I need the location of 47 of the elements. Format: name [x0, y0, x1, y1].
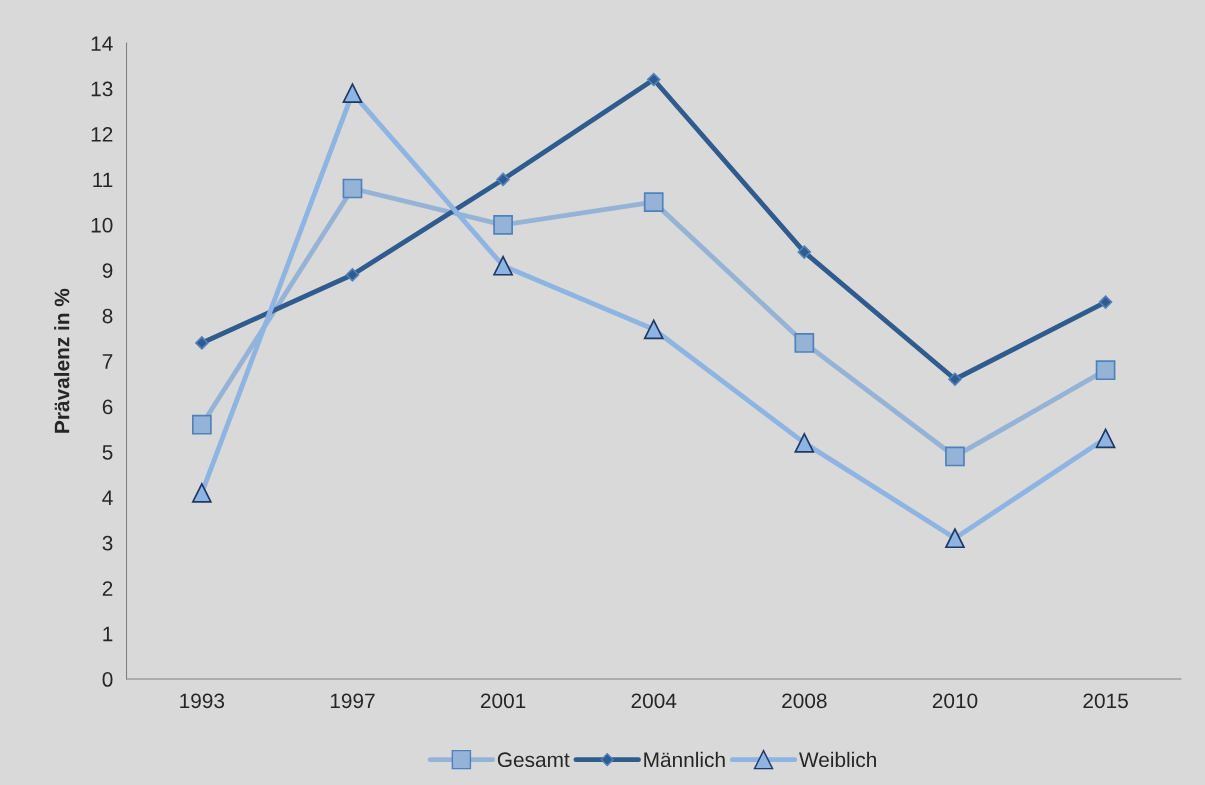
- y-axis-title: Prävalenz in %: [54, 288, 70, 433]
- x-tick-label: 2015: [1083, 693, 1128, 709]
- point: [794, 333, 815, 353]
- y-tick-label: 0: [102, 672, 113, 687]
- x-tick-label: 1993: [180, 693, 225, 709]
- x-tick-label: 2008: [782, 693, 827, 709]
- y-tick-label: 11: [93, 172, 113, 187]
- y-tick-label: 5: [102, 445, 113, 460]
- y-tick-label: 14: [91, 36, 113, 51]
- point: [643, 319, 664, 340]
- x-tick-label: 2010: [932, 693, 978, 709]
- y-tick-label: 10: [91, 217, 113, 233]
- x-tick-label: 2001: [480, 693, 526, 709]
- point: [342, 83, 363, 103]
- y-tick-label: 1: [103, 626, 113, 642]
- point: [1098, 295, 1113, 309]
- point: [646, 72, 661, 87]
- point: [643, 192, 664, 213]
- legend-label: Männlich: [644, 751, 725, 768]
- y-tick-label: 12: [91, 127, 113, 142]
- point: [948, 372, 962, 386]
- y-tick-label: 2: [102, 581, 113, 596]
- x-tick-label: 1997: [330, 693, 375, 709]
- x-tick-label: 2004: [631, 693, 677, 709]
- y-tick-label: 4: [102, 490, 113, 505]
- point: [195, 336, 209, 350]
- point: [797, 245, 812, 259]
- point: [345, 268, 360, 282]
- y-tick-label: 9: [102, 263, 113, 279]
- point: [1095, 360, 1116, 381]
- y-tick-label: 7: [102, 354, 113, 369]
- y-tick-label: 6: [102, 399, 113, 415]
- point: [794, 432, 815, 453]
- point: [945, 528, 965, 549]
- y-tick-label: 8: [102, 308, 113, 324]
- legend-label: Weiblich: [799, 751, 876, 768]
- point: [342, 178, 363, 199]
- point: [191, 414, 212, 435]
- point: [493, 255, 513, 276]
- point: [945, 446, 965, 467]
- y-tick-label: 3: [102, 535, 113, 551]
- legend-label: Gesamt: [497, 752, 570, 768]
- point: [496, 172, 510, 187]
- point: [191, 482, 212, 503]
- point: [1095, 428, 1116, 449]
- y-tick-label: 13: [91, 81, 113, 97]
- point: [493, 214, 513, 235]
